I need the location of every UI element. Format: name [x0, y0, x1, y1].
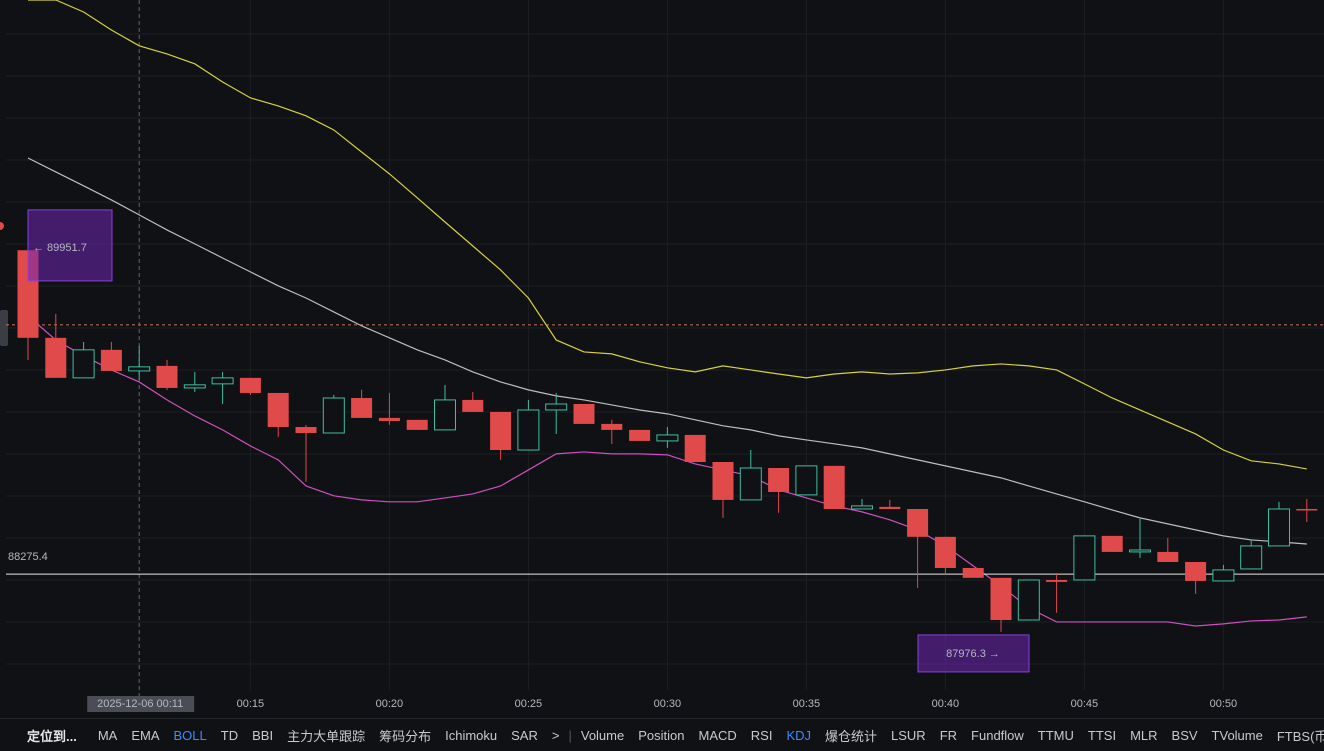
indicator-button[interactable]: MACD — [698, 727, 737, 743]
low-label: 87976.3 → — [946, 648, 1000, 660]
candle-body — [1157, 551, 1179, 562]
x-tick-label: 00:30 — [654, 698, 682, 710]
candle-body — [517, 409, 540, 451]
band-line — [27, 315, 1307, 627]
indicator-button[interactable]: EMA — [131, 727, 160, 743]
candle-body — [1129, 549, 1151, 553]
candle-body — [351, 397, 373, 418]
x-tick-label: 00:25 — [515, 698, 543, 710]
candle-body — [1268, 508, 1290, 547]
grid — [6, 0, 1324, 690]
indicator-button[interactable]: TVolume — [1211, 727, 1263, 743]
indicator-button[interactable]: MLR — [1130, 727, 1158, 743]
candle-body — [295, 426, 317, 433]
candle-body — [434, 399, 456, 431]
candle-body — [1101, 535, 1123, 552]
candle-body — [128, 366, 151, 372]
indicator-button[interactable]: 主力大单跟踪 — [287, 728, 366, 744]
band-line — [28, 0, 1307, 470]
x-tick-label: 00:15 — [237, 698, 265, 710]
indicator-button[interactable]: 筹码分布 — [379, 728, 432, 744]
indicator-button[interactable]: RSI — [750, 727, 773, 743]
last-price-label: 88275.4 — [8, 551, 48, 563]
candle-body — [990, 577, 1012, 620]
candle-body — [1185, 561, 1207, 581]
candle-body — [573, 403, 595, 424]
indicator-button[interactable]: Position — [638, 727, 685, 743]
locate-button[interactable]: 定位到... — [27, 728, 77, 744]
candle-body — [601, 423, 623, 430]
candle-body — [768, 467, 790, 492]
indicator-button[interactable]: BOLL — [173, 727, 207, 743]
candle-body — [629, 429, 651, 441]
candle-body — [656, 434, 679, 442]
separator: | — [568, 727, 572, 743]
high-marker — [27, 209, 113, 282]
indicator-button[interactable]: KDJ — [786, 727, 811, 743]
indicator-button[interactable]: FR — [939, 727, 958, 743]
x-tick-label: 00:45 — [1071, 698, 1099, 710]
indicator-button[interactable]: BSV — [1171, 727, 1198, 743]
candle-body — [462, 399, 484, 412]
candle-body — [1240, 545, 1263, 570]
candle-body — [795, 465, 818, 496]
panel-handle[interactable] — [0, 310, 8, 346]
candle-body — [267, 392, 289, 427]
candle-body — [239, 377, 261, 393]
candle-body — [1073, 535, 1096, 581]
x-tick-label: 00:40 — [932, 698, 960, 710]
x-tick-label: 00:50 — [1210, 698, 1238, 710]
indicator-button[interactable]: 爆仓统计 — [825, 728, 878, 744]
candle-body — [684, 434, 706, 462]
x-tick-label: 00:35 — [793, 698, 821, 710]
candle-body — [739, 467, 762, 501]
crosshair-label: 2025-12-06 00:11 — [97, 698, 183, 710]
candle-body — [1296, 508, 1318, 511]
indicator-button[interactable]: TTSI — [1087, 727, 1117, 743]
candle-body — [934, 536, 956, 568]
candle-body — [1212, 569, 1235, 582]
indicator-button[interactable]: Volume — [580, 727, 625, 743]
edge-marker — [0, 222, 4, 230]
crosshair-label-bg — [87, 696, 195, 712]
candle-body — [406, 419, 428, 430]
candle-body — [545, 403, 568, 411]
band-line — [27, 157, 1307, 545]
x-tick-label: 00:20 — [376, 698, 404, 710]
more-button[interactable]: > — [551, 727, 560, 743]
candle-body — [156, 365, 178, 388]
candle-body — [851, 505, 873, 510]
high-label: ← 89951.7 — [33, 242, 87, 254]
candle-body — [490, 411, 512, 451]
chart: 00:15 00:20 00:25 00:30 00:35 00:40 00:45 00:50… — [0, 0, 1324, 712]
toolbar: 定位到... MA EMA BOLL TD BBI 主力大单跟踪 筹码分布 Ichimoku SA… — [0, 718, 1324, 751]
indicator-button[interactable]: Fundflow — [971, 727, 1024, 743]
candle-body — [907, 508, 929, 537]
indicator-button[interactable]: Ichimoku — [445, 727, 498, 743]
candle-body — [1017, 579, 1040, 621]
candle-body — [823, 465, 845, 509]
candle-body — [712, 461, 734, 500]
candle-body — [45, 337, 67, 378]
indicator-button[interactable]: TD — [220, 727, 239, 743]
candle-body — [322, 397, 345, 434]
indicator-button[interactable]: SAR — [511, 727, 538, 743]
indicator-button[interactable]: TTMU — [1037, 727, 1074, 743]
candle-body — [100, 349, 122, 371]
low-marker — [917, 634, 1030, 673]
candle-body — [1046, 579, 1068, 582]
candle-body — [879, 506, 901, 509]
candle-body — [72, 349, 95, 379]
indicator-button[interactable]: LSUR — [891, 727, 926, 743]
indicator-button[interactable]: BBI — [252, 727, 274, 743]
candle-body — [378, 417, 400, 422]
indicator-button[interactable]: FTBS(币种约 — [1276, 728, 1324, 744]
indicator-button[interactable]: MA — [97, 727, 118, 743]
candle-body — [962, 567, 984, 578]
candle-body — [211, 377, 234, 385]
candle-body — [183, 384, 206, 389]
